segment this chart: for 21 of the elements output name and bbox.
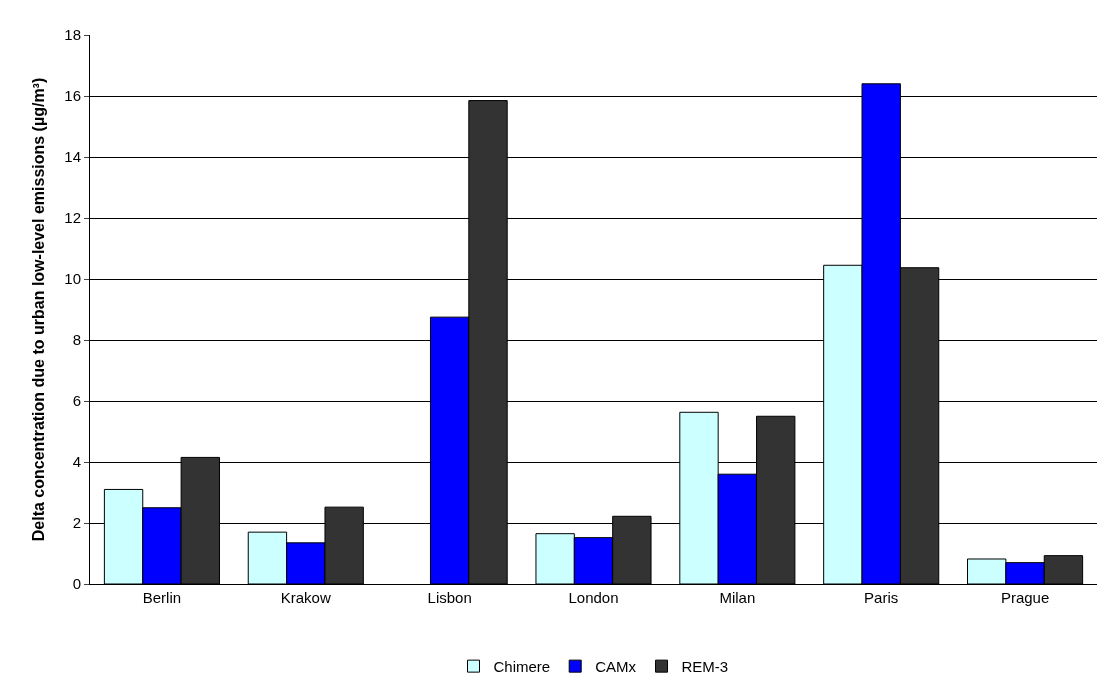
y-tick-label: 12 (64, 209, 81, 227)
legend-label: CAMx (595, 657, 637, 675)
y-tick-label: 18 (64, 26, 81, 44)
x-tick-label: Krakow (280, 589, 331, 606)
x-tick-label: Prague (1000, 589, 1050, 606)
x-tick-label: Paris (864, 589, 899, 606)
y-tick-label: 8 (72, 331, 81, 349)
x-tick-label: London (568, 589, 619, 606)
x-tick-label: Milan (719, 589, 756, 606)
legend-label: Chimere (493, 657, 551, 675)
y-tick-label: 16 (64, 87, 81, 105)
y-tick-label: 0 (72, 575, 81, 593)
y-tick-label: 6 (72, 392, 81, 410)
y-axis-title: Delta concentration due to urban low-level emissions (µg/m³) (30, 77, 48, 542)
y-tick-label: 14 (64, 148, 81, 166)
y-tick-label: 4 (72, 453, 81, 471)
y-tick-label: 10 (64, 270, 81, 288)
x-tick-label: Lisbon (427, 589, 472, 606)
y-tick-label: 2 (72, 514, 81, 532)
legend-label: REM-3 (681, 657, 729, 675)
x-tick-label: Berlin (142, 589, 182, 606)
